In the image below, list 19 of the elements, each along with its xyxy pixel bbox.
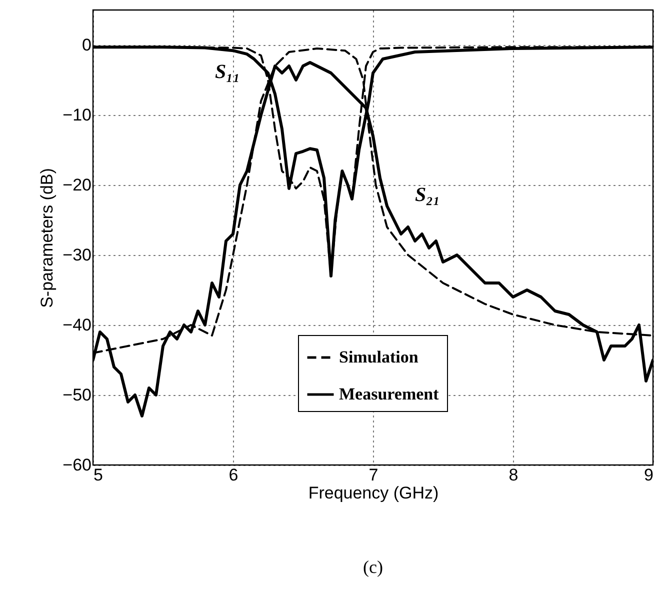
- x-tick-label: 6: [228, 466, 238, 484]
- y-axis-title: S-parameters (dB): [38, 168, 57, 308]
- x-axis-title: Frequency (GHz): [308, 484, 439, 502]
- x-tick-label: 5: [94, 466, 103, 484]
- y-tick-label: −40: [62, 316, 92, 334]
- text: (c): [363, 557, 383, 577]
- x-tick-label: 9: [644, 466, 654, 484]
- y-tick-label: −20: [62, 176, 92, 194]
- y-tick-label: −10: [62, 106, 92, 124]
- y-tick-label: −30: [62, 246, 92, 264]
- annotation: S₂₁: [415, 184, 440, 206]
- legend-label: Measurement: [339, 384, 440, 404]
- y-tick-label: −60: [62, 456, 92, 474]
- y-tick-label: −50: [62, 386, 92, 404]
- annotation: S₁₁: [215, 61, 240, 83]
- legend-label: Simulation: [339, 348, 419, 366]
- x-tick-label: 7: [368, 466, 378, 484]
- x-tick-label: 8: [508, 466, 518, 484]
- y-tick-label: 0: [82, 36, 92, 54]
